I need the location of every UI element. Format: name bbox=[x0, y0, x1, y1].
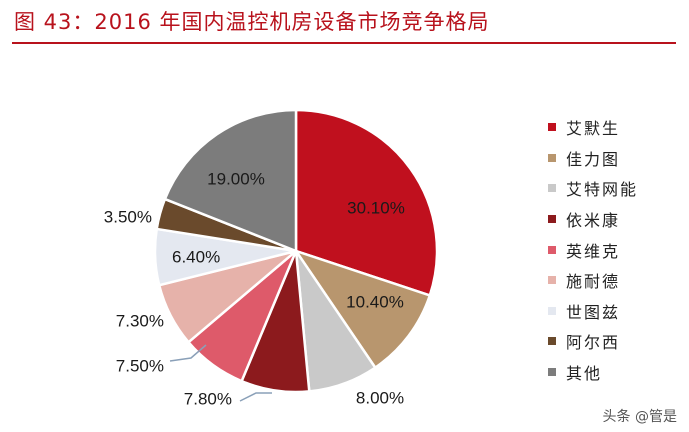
legend-label: 施耐德 bbox=[566, 272, 621, 292]
leader-line-4 bbox=[239, 392, 272, 402]
data-label-9: 19.00% bbox=[207, 169, 265, 188]
legend-swatch bbox=[548, 184, 556, 193]
legend-label: 其他 bbox=[566, 364, 603, 384]
legend-swatch bbox=[548, 306, 556, 315]
legend-swatch bbox=[548, 337, 556, 346]
legend-label: 阿尔西 bbox=[566, 333, 621, 353]
legend-item-1: 艾默生 bbox=[548, 112, 638, 143]
leader-line-5 bbox=[169, 344, 207, 362]
legend-item-7: 世图兹 bbox=[548, 296, 638, 327]
data-label-7: 6.40% bbox=[172, 247, 220, 266]
legend-item-2: 佳力图 bbox=[548, 143, 638, 174]
pie-slice-1 bbox=[294, 108, 439, 297]
data-label-1: 30.10% bbox=[347, 198, 405, 217]
legend-swatch bbox=[548, 276, 556, 285]
data-label-2: 10.40% bbox=[346, 292, 404, 311]
data-label-4: 7.80% bbox=[184, 389, 232, 408]
legend-label: 依米康 bbox=[566, 211, 621, 231]
legend-label: 英维克 bbox=[566, 241, 621, 261]
legend-item-4: 依米康 bbox=[548, 204, 638, 235]
legend-swatch bbox=[548, 215, 556, 224]
legend-label: 艾默生 bbox=[566, 119, 621, 139]
pie-slice-9 bbox=[163, 108, 298, 253]
chart-legend: 艾默生佳力图艾特网能依米康英维克施耐德世图兹阿尔西其他 bbox=[548, 112, 638, 387]
chart-title: 图 43：2016 年国内温控机房设备市场竞争格局 bbox=[14, 10, 490, 34]
legend-swatch bbox=[548, 368, 556, 377]
data-label-6: 7.30% bbox=[116, 311, 164, 330]
legend-label: 世图兹 bbox=[566, 302, 621, 322]
legend-label: 艾特网能 bbox=[566, 180, 639, 200]
title-divider bbox=[12, 42, 676, 44]
pie-slice-2 bbox=[294, 249, 432, 369]
data-label-8: 3.50% bbox=[104, 207, 152, 226]
legend-item-8: 阿尔西 bbox=[548, 326, 638, 357]
legend-swatch bbox=[548, 123, 556, 132]
legend-item-5: 英维克 bbox=[548, 234, 638, 265]
legend-swatch bbox=[548, 153, 556, 162]
data-label-3: 8.00% bbox=[356, 388, 404, 407]
legend-item-3: 艾特网能 bbox=[548, 173, 638, 204]
watermark: 头条 @管是 bbox=[602, 409, 677, 425]
data-label-5: 7.50% bbox=[116, 356, 164, 375]
legend-item-6: 施耐德 bbox=[548, 265, 638, 296]
legend-item-9: 其他 bbox=[548, 357, 638, 388]
legend-label: 佳力图 bbox=[566, 149, 621, 169]
legend-swatch bbox=[548, 245, 556, 254]
